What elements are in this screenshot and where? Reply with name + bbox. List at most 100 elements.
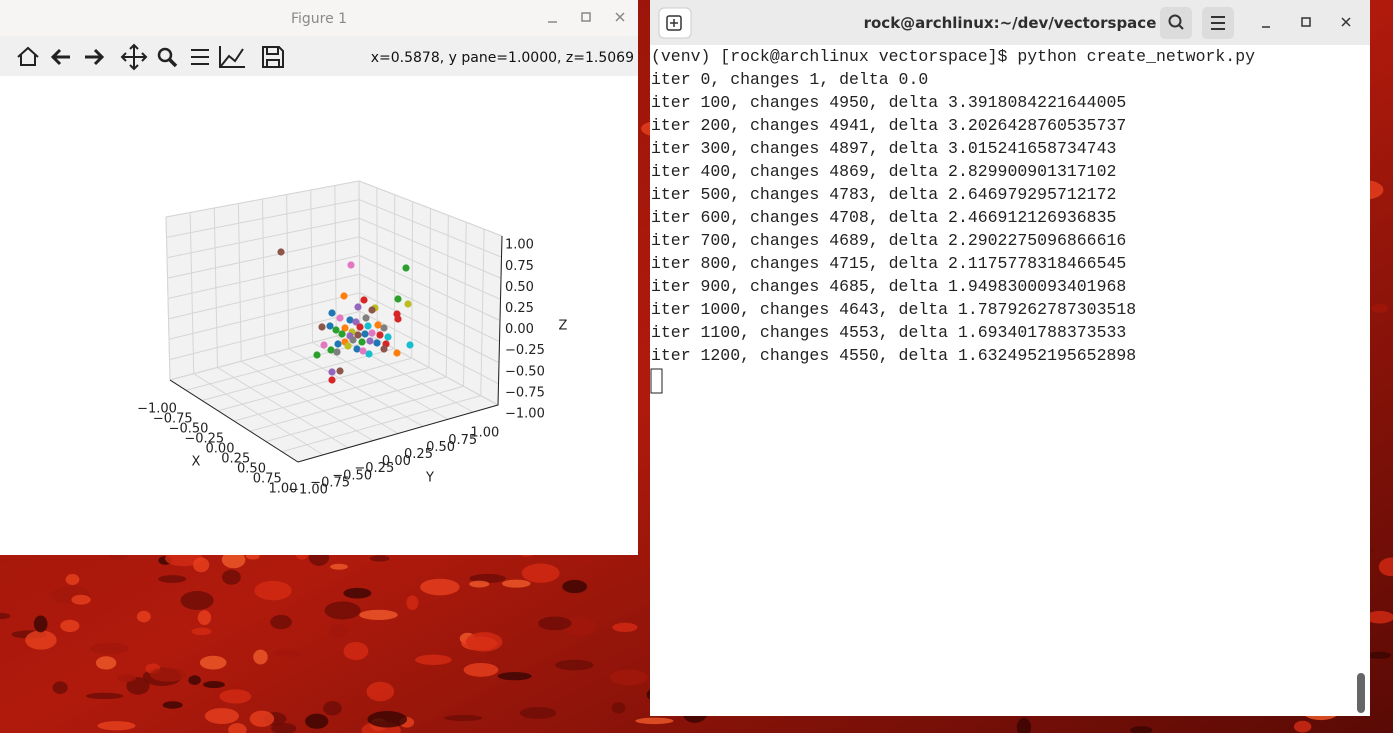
grid-line (359, 310, 499, 385)
leaf (253, 649, 268, 665)
leaf (25, 630, 57, 650)
grid-line (281, 395, 481, 453)
terminal-line: iter 800, changes 4715, delta 2.11757783… (651, 254, 1126, 273)
scatter-point (336, 314, 344, 322)
z-tick-label: −1.00 (505, 407, 545, 422)
leaf (193, 557, 210, 573)
x-tick-label: −0.50 (169, 422, 209, 437)
x-tick-label: −1.00 (137, 402, 177, 417)
save-button[interactable] (262, 46, 284, 68)
axes-button[interactable] (219, 46, 245, 68)
scatter-point (359, 347, 367, 355)
grid-line (310, 189, 313, 343)
scatter-point (356, 323, 364, 331)
pan-button[interactable] (120, 43, 148, 71)
cursor-status: x=0.5878, y pane=1.0000, z=1.5069 (371, 50, 634, 66)
x-tick-label: −0.25 (184, 432, 224, 447)
leaf (60, 619, 80, 633)
leaf (191, 627, 212, 636)
leaf (609, 669, 648, 686)
x-tick-label: 0.50 (237, 462, 266, 477)
scatter-point (336, 367, 344, 375)
maximize-button[interactable] (581, 12, 591, 22)
scatter-point (332, 326, 340, 334)
leaf (519, 707, 557, 719)
leaf (469, 580, 490, 588)
leaf (521, 563, 560, 583)
leaf (1293, 720, 1312, 733)
leaf (89, 642, 129, 655)
grid-line (359, 273, 500, 343)
axis-line (169, 235, 503, 463)
terminal-line: (venv) [rock@archlinux vectorspace]$ pyt… (651, 47, 1255, 66)
search-icon-handle (1178, 24, 1184, 30)
scatter-point (277, 248, 285, 256)
leaf (249, 710, 275, 727)
scatter-point (384, 333, 392, 341)
scatter-point (362, 314, 370, 322)
maximize-button[interactable] (1301, 17, 1311, 27)
scatter-point (346, 316, 354, 324)
leaf (1371, 303, 1389, 313)
z-axis-label: Z (559, 319, 568, 334)
scatter-point (374, 321, 382, 329)
z-tick-label: −0.75 (505, 385, 545, 400)
leaf (1016, 717, 1032, 733)
scatter-point (358, 338, 366, 346)
scatter-point (380, 345, 388, 353)
leaf (97, 721, 136, 731)
leaf (305, 713, 329, 729)
grid-line (233, 367, 430, 422)
leaf (0, 612, 11, 620)
z-tick-label: 0.25 (505, 301, 534, 316)
close-button[interactable] (615, 12, 625, 22)
leaf (497, 672, 532, 681)
leaf (366, 681, 395, 702)
leaf (254, 580, 292, 601)
forward-button[interactable] (85, 48, 105, 66)
window-frame (650, 0, 1370, 716)
terminal-line: iter 900, changes 4685, delta 1.94983000… (651, 277, 1126, 296)
new-tab-plus (670, 19, 678, 27)
grid-line (167, 255, 360, 299)
back-button[interactable] (50, 48, 70, 66)
plot-3d: −1.00−0.75−0.50−0.250.000.250.500.751.00… (137, 180, 568, 498)
grid-line (480, 229, 485, 396)
z-tick-label: 1.00 (505, 238, 534, 253)
y-tick-label: 1.00 (470, 426, 499, 441)
close-button[interactable] (1341, 17, 1351, 27)
leaf (188, 675, 201, 685)
scrollbar-thumb[interactable] (1357, 673, 1365, 713)
configure-button[interactable] (191, 49, 209, 65)
leaf (158, 575, 187, 583)
grid-line (334, 185, 337, 337)
scatter-point (406, 341, 414, 349)
grid-line (445, 215, 449, 377)
scatter-point (352, 318, 360, 326)
scatter-point (373, 339, 381, 347)
zoom-button[interactable] (157, 47, 173, 63)
z-tick-label: −0.50 (505, 364, 545, 379)
terminal-line: iter 0, changes 1, delta 0.0 (651, 70, 928, 89)
leaf (33, 615, 48, 633)
scatter-point (341, 324, 349, 332)
grid-line (168, 292, 360, 340)
home-button[interactable] (17, 46, 39, 66)
scatter-point (361, 330, 369, 338)
z-tick-label: −0.25 (505, 343, 545, 358)
y-tick-label: −0.50 (332, 468, 372, 483)
search-button[interactable] (1160, 7, 1192, 39)
scatter-point (404, 300, 412, 308)
leaf (367, 711, 408, 728)
window-title: Figure 1 (291, 11, 347, 27)
terminal-output: (venv) [rock@archlinux vectorspace]$ pyt… (651, 47, 1255, 365)
scatter-point (328, 376, 336, 384)
y-axis-label: Y (425, 471, 434, 486)
scatter-point (365, 350, 373, 358)
leaf (359, 609, 398, 621)
leaf (612, 622, 638, 632)
z-tick-label: 0.00 (505, 322, 534, 337)
scatter-point (394, 315, 402, 323)
leaf (329, 624, 348, 639)
leaf (406, 595, 419, 611)
